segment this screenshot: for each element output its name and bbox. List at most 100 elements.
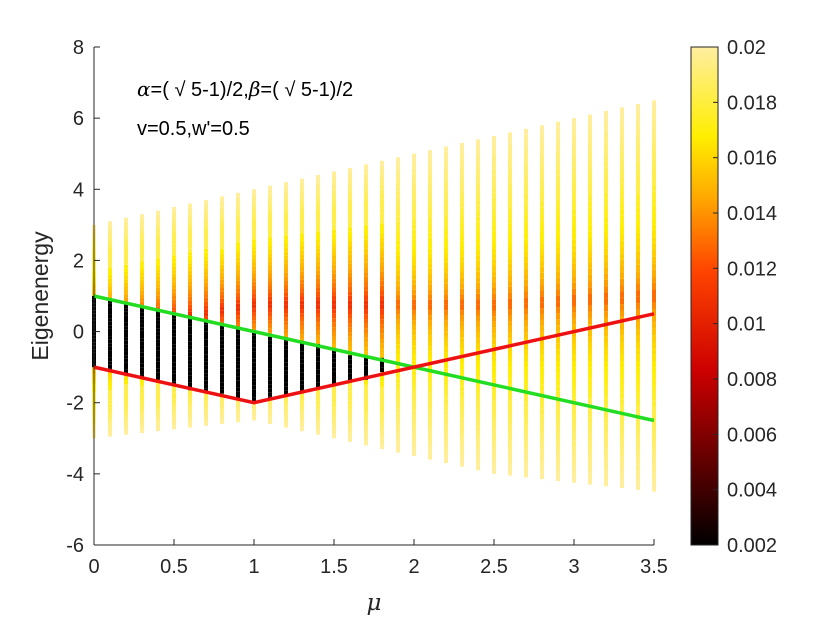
spectrum-segment — [236, 406, 240, 411]
spectrum-segment — [540, 290, 544, 297]
spectrum-segment — [476, 255, 480, 261]
spectrum-segment — [348, 254, 352, 260]
spectrum-segment — [108, 422, 112, 426]
spectrum-segment — [300, 309, 304, 314]
spectrum-segment — [380, 218, 384, 224]
spectrum-segment — [396, 270, 400, 276]
spectrum-segment — [396, 295, 400, 300]
spectrum-segment — [348, 218, 352, 223]
spectrum-segment — [636, 142, 640, 149]
spectrum-segment — [444, 426, 448, 432]
spectrum-segment — [476, 277, 480, 283]
spectrum-segment — [364, 328, 368, 333]
spectrum-segment — [476, 354, 480, 361]
spectrum-segment — [444, 199, 448, 205]
spectrum-segment — [124, 319, 128, 323]
spectrum-segment — [172, 370, 176, 374]
spectrum-segment — [380, 376, 384, 382]
spectrum-segment — [444, 373, 448, 379]
spectrum-segment — [396, 285, 400, 291]
spectrum-segment — [572, 336, 576, 343]
spectrum-segment — [140, 411, 144, 415]
spectrum-segment — [572, 178, 576, 185]
spectrum-segment — [652, 100, 656, 107]
spectrum-column — [268, 185, 272, 425]
spectrum-segment — [284, 349, 288, 354]
spectrum-segment — [220, 363, 224, 368]
spectrum-segment — [204, 324, 208, 328]
spectrum-segment — [204, 376, 208, 381]
spectrum-segment — [140, 287, 144, 291]
spectrum-segment — [268, 217, 272, 222]
spectrum-segment — [636, 322, 640, 330]
spectrum-segment — [572, 160, 576, 167]
spectrum-segment — [380, 362, 384, 368]
spectrum-segment — [188, 349, 192, 353]
spectrum-segment — [492, 287, 496, 294]
spectrum-segment — [444, 252, 448, 258]
spectrum-segment — [348, 245, 352, 251]
spectrum-segment — [620, 126, 624, 133]
spectrum-segment — [380, 304, 384, 310]
spectrum-segment — [236, 299, 240, 304]
colorbar-tick-label: 0.002 — [727, 535, 777, 557]
spectrum-segment — [284, 321, 288, 326]
spectrum-segment — [316, 257, 320, 262]
spectrum-segment — [492, 192, 496, 198]
spectrum-segment — [444, 436, 448, 443]
spectrum-segment — [268, 348, 272, 353]
spectrum-segment — [204, 226, 208, 231]
x-tick-label: 3 — [568, 556, 579, 578]
spectrum-segment — [588, 244, 592, 251]
spectrum-segment — [476, 227, 480, 234]
spectrum-segment — [332, 211, 336, 216]
spectrum-segment — [508, 143, 512, 150]
spectrum-segment — [156, 251, 160, 255]
spectrum-segment — [124, 293, 128, 298]
spectrum-segment — [396, 378, 400, 384]
spectrum-segment — [236, 238, 240, 243]
spectrum-segment — [460, 396, 464, 403]
spectrum-segment — [588, 410, 592, 417]
spectrum-segment — [380, 348, 384, 353]
spectrum-segment — [268, 285, 272, 290]
spectrum-segment — [220, 378, 224, 383]
spectrum-segment — [556, 241, 560, 248]
spectrum-segment — [460, 272, 464, 278]
spectrum-segment — [652, 478, 656, 486]
spectrum-segment — [476, 293, 480, 300]
spectrum-segment — [492, 389, 496, 396]
spectrum-segment — [348, 186, 352, 191]
spectrum-segment — [348, 345, 352, 351]
spectrum-segment — [108, 232, 112, 236]
spectrum-segment — [252, 351, 256, 355]
spectrum-segment — [636, 290, 640, 297]
spectrum-segment — [428, 315, 432, 321]
spectrum-segment — [636, 213, 640, 220]
spectrum-segment — [604, 411, 608, 418]
spectrum-segment — [348, 195, 352, 200]
spectrum-segment — [636, 309, 640, 317]
spectrum-segment — [444, 341, 448, 348]
spectrum-segment — [140, 272, 144, 277]
spectrum-segment — [172, 321, 176, 326]
spectrum-segment — [156, 258, 160, 263]
spectrum-segment — [556, 337, 560, 344]
spectrum-segment — [332, 367, 336, 372]
spectrum-segment — [492, 152, 496, 159]
spectrum-segment — [140, 363, 144, 368]
spectrum-segment — [348, 181, 352, 187]
spectrum-segment — [252, 354, 256, 359]
spectrum-segment — [460, 175, 464, 181]
spectrum-segment — [316, 192, 320, 197]
spectrum-segment — [364, 417, 368, 422]
spectrum-segment — [268, 312, 272, 317]
spectrum-segment — [604, 129, 608, 137]
spectrum-segment — [188, 420, 192, 424]
spectrum-segment — [524, 198, 528, 205]
spectrum-segment — [652, 387, 656, 394]
spectrum-segment — [476, 211, 480, 217]
spectrum-segment — [556, 457, 560, 464]
spectrum-segment — [140, 323, 144, 328]
spectrum-segment — [220, 302, 224, 307]
